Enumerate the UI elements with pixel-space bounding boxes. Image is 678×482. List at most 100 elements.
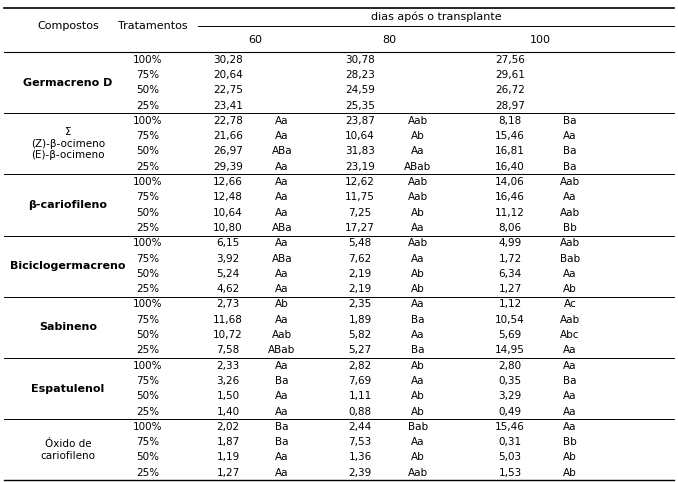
Text: Ab: Ab: [411, 208, 425, 218]
Text: 12,66: 12,66: [213, 177, 243, 187]
Text: Ab: Ab: [411, 284, 425, 294]
Text: 7,69: 7,69: [348, 376, 372, 386]
Text: Aab: Aab: [560, 208, 580, 218]
Text: 100%: 100%: [134, 54, 163, 65]
Text: 100%: 100%: [134, 238, 163, 248]
Text: Aa: Aa: [563, 361, 577, 371]
Text: 1,72: 1,72: [498, 254, 521, 264]
Text: Aab: Aab: [272, 330, 292, 340]
Text: 5,82: 5,82: [348, 330, 372, 340]
Text: 75%: 75%: [136, 70, 159, 80]
Text: Aa: Aa: [412, 299, 424, 309]
Text: Biciclogermacreno: Biciclogermacreno: [10, 261, 125, 271]
Text: 2,02: 2,02: [216, 422, 239, 432]
Text: 50%: 50%: [136, 147, 159, 157]
Text: Aa: Aa: [412, 147, 424, 157]
Text: 75%: 75%: [136, 254, 159, 264]
Text: Ba: Ba: [412, 345, 424, 355]
Text: 27,56: 27,56: [495, 54, 525, 65]
Text: 20,64: 20,64: [213, 70, 243, 80]
Text: 22,75: 22,75: [213, 85, 243, 95]
Text: Aa: Aa: [275, 208, 289, 218]
Text: 12,48: 12,48: [213, 192, 243, 202]
Text: 29,61: 29,61: [495, 70, 525, 80]
Text: 14,06: 14,06: [495, 177, 525, 187]
Text: 60: 60: [248, 35, 262, 45]
Text: 100%: 100%: [134, 177, 163, 187]
Text: Aab: Aab: [408, 177, 428, 187]
Text: Bb: Bb: [563, 437, 577, 447]
Text: Ba: Ba: [275, 422, 289, 432]
Text: 17,27: 17,27: [345, 223, 375, 233]
Text: 1,50: 1,50: [216, 391, 239, 401]
Text: ABab: ABab: [404, 162, 432, 172]
Text: 1,87: 1,87: [216, 437, 239, 447]
Text: Germacreno D: Germacreno D: [23, 78, 113, 88]
Text: 5,24: 5,24: [216, 269, 239, 279]
Text: Aab: Aab: [560, 315, 580, 325]
Text: Espatulenol: Espatulenol: [31, 384, 104, 394]
Text: Sabineno: Sabineno: [39, 322, 97, 333]
Text: 22,78: 22,78: [213, 116, 243, 126]
Text: 11,75: 11,75: [345, 192, 375, 202]
Text: Bb: Bb: [563, 223, 577, 233]
Text: 50%: 50%: [136, 453, 159, 462]
Text: 3,92: 3,92: [216, 254, 239, 264]
Text: 1,36: 1,36: [348, 453, 372, 462]
Text: 2,33: 2,33: [216, 361, 239, 371]
Text: Aa: Aa: [412, 437, 424, 447]
Text: 3,29: 3,29: [498, 391, 521, 401]
Text: 7,62: 7,62: [348, 254, 372, 264]
Text: ABab: ABab: [268, 345, 296, 355]
Text: 15,46: 15,46: [495, 131, 525, 141]
Text: Aa: Aa: [563, 345, 577, 355]
Text: 10,72: 10,72: [213, 330, 243, 340]
Text: Aa: Aa: [275, 238, 289, 248]
Text: Ab: Ab: [411, 131, 425, 141]
Text: 50%: 50%: [136, 269, 159, 279]
Text: 75%: 75%: [136, 315, 159, 325]
Text: 25%: 25%: [136, 162, 159, 172]
Text: 100%: 100%: [134, 361, 163, 371]
Text: 1,12: 1,12: [498, 299, 521, 309]
Text: Óxido de
cariofileno: Óxido de cariofileno: [41, 439, 96, 461]
Text: Aa: Aa: [412, 223, 424, 233]
Text: 2,73: 2,73: [216, 299, 239, 309]
Text: 75%: 75%: [136, 192, 159, 202]
Text: Aa: Aa: [275, 131, 289, 141]
Text: Ba: Ba: [563, 147, 577, 157]
Text: 25%: 25%: [136, 101, 159, 110]
Text: 50%: 50%: [136, 208, 159, 218]
Text: Aa: Aa: [563, 391, 577, 401]
Text: Aa: Aa: [275, 192, 289, 202]
Text: 25%: 25%: [136, 345, 159, 355]
Text: 2,80: 2,80: [498, 361, 521, 371]
Text: 10,64: 10,64: [345, 131, 375, 141]
Text: 1,27: 1,27: [216, 468, 239, 478]
Text: 80: 80: [382, 35, 396, 45]
Text: dias após o transplante: dias após o transplante: [371, 12, 501, 22]
Text: 11,68: 11,68: [213, 315, 243, 325]
Text: Ab: Ab: [411, 406, 425, 416]
Text: 25,35: 25,35: [345, 101, 375, 110]
Text: 7,25: 7,25: [348, 208, 372, 218]
Text: Aa: Aa: [275, 116, 289, 126]
Text: Compostos: Compostos: [37, 21, 99, 31]
Text: ABa: ABa: [272, 254, 292, 264]
Text: 0,35: 0,35: [498, 376, 521, 386]
Text: Aa: Aa: [412, 376, 424, 386]
Text: 50%: 50%: [136, 330, 159, 340]
Text: 5,48: 5,48: [348, 238, 372, 248]
Text: 25%: 25%: [136, 406, 159, 416]
Text: 100%: 100%: [134, 299, 163, 309]
Text: 2,82: 2,82: [348, 361, 372, 371]
Text: Aa: Aa: [275, 284, 289, 294]
Text: 23,41: 23,41: [213, 101, 243, 110]
Text: Aa: Aa: [563, 192, 577, 202]
Text: 2,19: 2,19: [348, 284, 372, 294]
Text: 4,62: 4,62: [216, 284, 239, 294]
Text: Abc: Abc: [560, 330, 580, 340]
Text: 28,23: 28,23: [345, 70, 375, 80]
Text: 2,35: 2,35: [348, 299, 372, 309]
Text: Ba: Ba: [563, 376, 577, 386]
